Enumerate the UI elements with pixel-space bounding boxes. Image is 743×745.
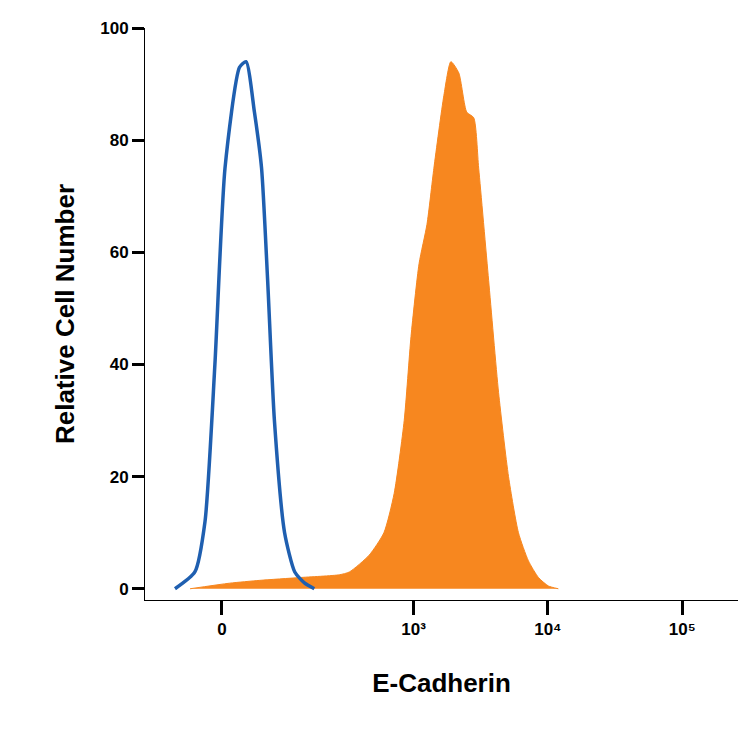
svg-text:40: 40 (110, 355, 129, 374)
svg-text:0: 0 (217, 620, 226, 639)
svg-text:Relative Cell Number: Relative Cell Number (50, 184, 80, 444)
svg-text:0: 0 (119, 580, 128, 599)
svg-text:80: 80 (110, 131, 129, 150)
svg-text:10⁵: 10⁵ (669, 620, 696, 639)
svg-text:E-Cadherin: E-Cadherin (372, 668, 511, 698)
svg-text:10⁴: 10⁴ (534, 620, 561, 639)
svg-text:10³: 10³ (401, 620, 426, 639)
svg-text:20: 20 (110, 468, 129, 487)
svg-text:100: 100 (100, 19, 128, 38)
svg-text:60: 60 (110, 243, 129, 262)
